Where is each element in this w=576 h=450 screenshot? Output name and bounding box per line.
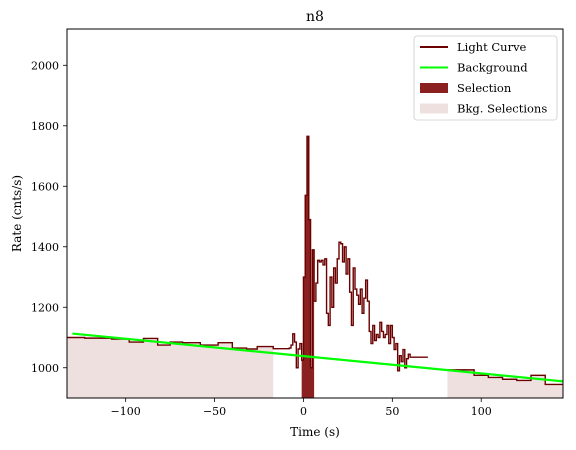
x-axis-ticks: −100 −50 0 50 100	[111, 398, 492, 418]
y-axis-label: Rate (cnts/s)	[10, 175, 24, 252]
y-tick-label: 2000	[31, 59, 59, 72]
selection-region	[301, 136, 315, 398]
x-tick-label: −50	[203, 405, 226, 418]
light-curve-layer	[67, 135, 563, 386]
legend-swatch-bkg_selections	[420, 103, 448, 114]
bkg-selections-layer	[67, 337, 563, 398]
x-tick-label: 50	[385, 405, 399, 418]
legend-box	[413, 35, 558, 121]
x-tick-label: 0	[300, 405, 307, 418]
legend-label: Light Curve	[457, 40, 527, 54]
legend-label: Background	[457, 61, 528, 75]
legend: Light Curve Background Selection Bkg. Selec…	[413, 35, 558, 121]
y-tick-label: 1400	[31, 241, 59, 254]
plot-frame	[66, 28, 564, 399]
y-tick-label: 1800	[31, 120, 59, 133]
chart-title: n8	[306, 9, 324, 25]
light-curve-series	[67, 135, 563, 386]
background-series	[72, 332, 563, 383]
legend-label: Selection	[457, 81, 512, 95]
selection-layer	[301, 136, 315, 398]
x-tick-label: 100	[471, 405, 492, 418]
x-axis-label: Time (s)	[290, 425, 340, 439]
bkg-selection-region-1	[447, 369, 563, 398]
y-tick-label: 1000	[31, 362, 59, 375]
y-axis-ticks: 1000 1200 1400 1600 1800 2000	[31, 59, 67, 375]
background-line-layer	[72, 332, 563, 383]
y-tick-label: 1600	[31, 180, 59, 193]
y-tick-label: 1200	[31, 301, 59, 314]
legend-swatch-selection	[420, 83, 448, 93]
legend-label: Bkg. Selections	[457, 102, 547, 116]
bkg-selection-region-0	[67, 337, 274, 398]
x-tick-label: −100	[111, 405, 141, 418]
